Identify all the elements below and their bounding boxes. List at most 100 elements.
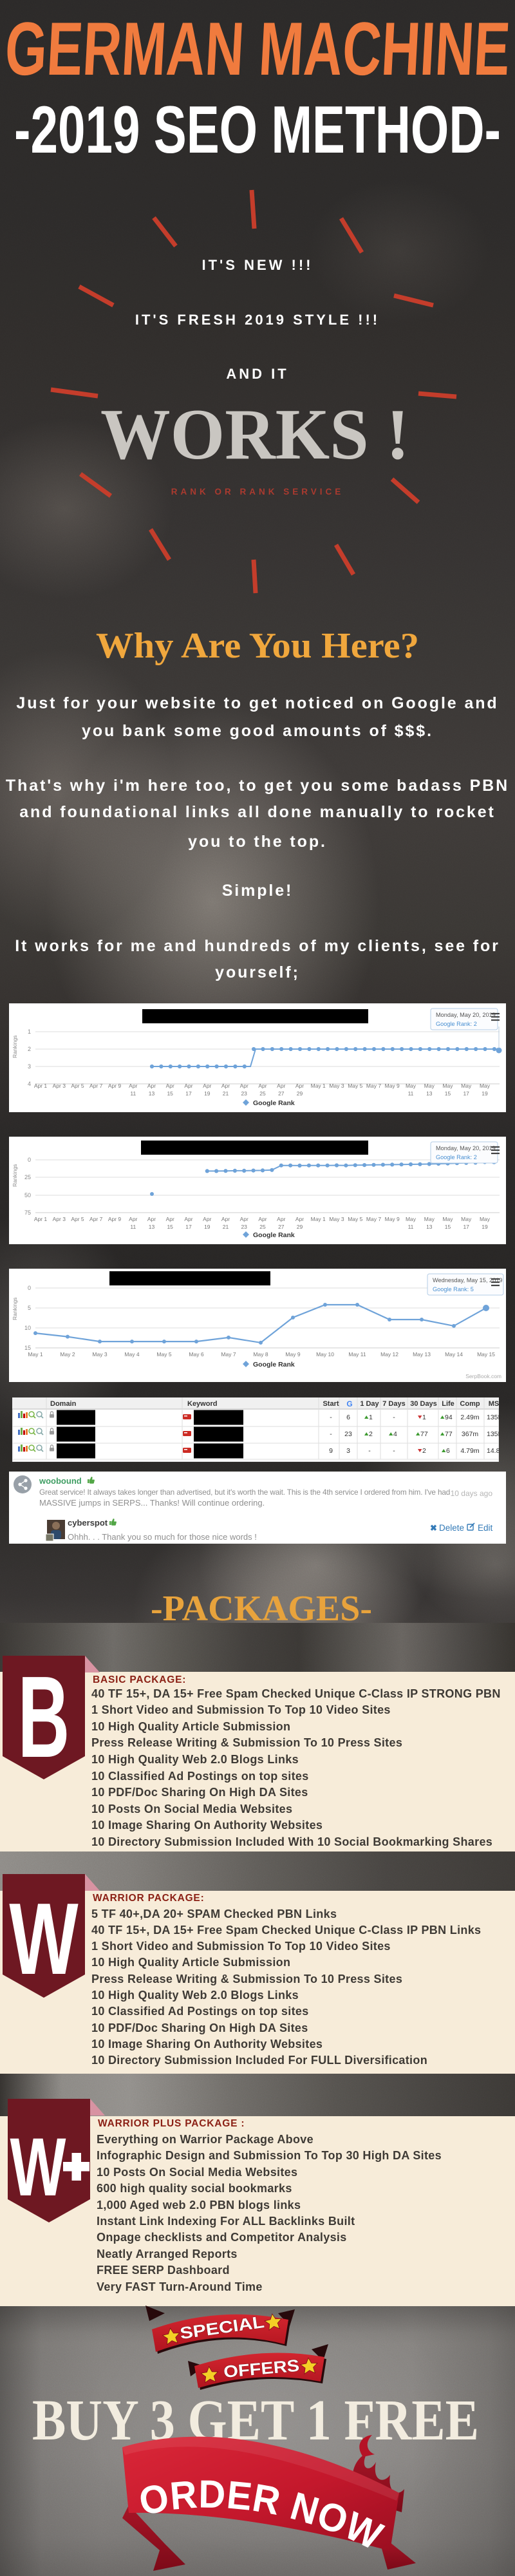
svg-text:Google Rank: 2: Google Rank: 2 bbox=[436, 1154, 477, 1160]
svg-text:Apr: Apr bbox=[277, 1216, 285, 1222]
svg-text:6: 6 bbox=[446, 1447, 450, 1455]
svg-text:50: 50 bbox=[24, 1192, 31, 1198]
svg-text:5: 5 bbox=[28, 1305, 31, 1311]
svg-text:Comp: Comp bbox=[460, 1400, 480, 1408]
svg-text:15: 15 bbox=[167, 1224, 173, 1230]
svg-text:W: W bbox=[10, 2121, 67, 2213]
svg-text:17: 17 bbox=[463, 1224, 469, 1230]
svg-text:21: 21 bbox=[223, 1224, 229, 1230]
svg-text:Domain: Domain bbox=[50, 1400, 77, 1408]
svg-text:Google Rank: Google Rank bbox=[253, 1361, 295, 1368]
svg-text:Delete: Delete bbox=[439, 1523, 464, 1533]
svg-text:19: 19 bbox=[204, 1224, 211, 1230]
svg-text:77: 77 bbox=[445, 1430, 453, 1438]
svg-text:Apr: Apr bbox=[295, 1083, 304, 1089]
svg-text:94: 94 bbox=[445, 1414, 453, 1421]
svg-text:9: 9 bbox=[329, 1447, 333, 1455]
svg-text:2: 2 bbox=[28, 1046, 31, 1052]
svg-text:GERMAN MACHINE: GERMAN MACHINE bbox=[3, 6, 512, 91]
svg-text:May: May bbox=[406, 1216, 417, 1222]
svg-text:11: 11 bbox=[130, 1090, 136, 1097]
svg-text:-: - bbox=[393, 1414, 395, 1421]
svg-text:Apr: Apr bbox=[258, 1083, 267, 1089]
svg-text:13: 13 bbox=[426, 1090, 433, 1097]
svg-text:May: May bbox=[406, 1083, 417, 1089]
svg-text:-: - bbox=[330, 1430, 332, 1438]
svg-text:15: 15 bbox=[24, 1345, 31, 1351]
svg-text:13: 13 bbox=[426, 1224, 433, 1230]
svg-text:May 5: May 5 bbox=[348, 1083, 362, 1089]
svg-text:2: 2 bbox=[422, 1447, 426, 1455]
svg-text:May 2: May 2 bbox=[60, 1351, 75, 1358]
svg-text:Google Rank: Google Rank bbox=[253, 1231, 295, 1239]
svg-text:Apr: Apr bbox=[203, 1216, 211, 1222]
svg-text:77: 77 bbox=[420, 1430, 428, 1438]
svg-text:✖: ✖ bbox=[430, 1523, 437, 1533]
svg-text:-2019 SEO METHOD-: -2019 SEO METHOD- bbox=[14, 93, 501, 161]
svg-text:Apr: Apr bbox=[147, 1083, 156, 1089]
svg-text:May 13: May 13 bbox=[413, 1351, 431, 1358]
svg-text:15: 15 bbox=[445, 1224, 451, 1230]
svg-text:MASSIVE jumps in SERPS... Than: MASSIVE jumps in SERPS... Thanks! Will c… bbox=[39, 1498, 265, 1508]
svg-text:Rankings: Rankings bbox=[12, 1298, 18, 1320]
svg-text:Start: Start bbox=[323, 1400, 339, 1408]
svg-text:May 5: May 5 bbox=[156, 1351, 171, 1358]
svg-text:Apr 5: Apr 5 bbox=[71, 1083, 84, 1089]
svg-text:Wednesday, May 15, 2019: Wednesday, May 15, 2019 bbox=[433, 1277, 502, 1283]
svg-text:17: 17 bbox=[185, 1224, 192, 1230]
svg-text:MS: MS bbox=[489, 1400, 499, 1408]
svg-text:May 7: May 7 bbox=[221, 1351, 236, 1358]
svg-text:BUY 3 GET 1 FREE: BUY 3 GET 1 FREE bbox=[32, 2389, 479, 2452]
svg-text:May 1: May 1 bbox=[28, 1351, 42, 1358]
svg-text:May 1: May 1 bbox=[311, 1083, 326, 1089]
svg-text:15: 15 bbox=[445, 1090, 451, 1097]
svg-text:3: 3 bbox=[346, 1447, 350, 1455]
svg-text:0: 0 bbox=[28, 1157, 31, 1163]
svg-text:May 7: May 7 bbox=[366, 1216, 381, 1222]
svg-text:14.8: 14.8 bbox=[487, 1447, 499, 1455]
svg-text:Rankings: Rankings bbox=[12, 1164, 18, 1187]
svg-text:Apr: Apr bbox=[240, 1083, 248, 1089]
svg-text:May: May bbox=[442, 1083, 453, 1089]
svg-text:May 3: May 3 bbox=[92, 1351, 107, 1358]
svg-text:4: 4 bbox=[28, 1081, 31, 1087]
svg-text:13: 13 bbox=[149, 1224, 155, 1230]
svg-text:May 3: May 3 bbox=[329, 1216, 344, 1222]
svg-text:0: 0 bbox=[28, 1285, 31, 1291]
svg-text:May 14: May 14 bbox=[445, 1351, 463, 1358]
svg-text:Apr 3: Apr 3 bbox=[53, 1216, 66, 1222]
svg-text:Apr 7: Apr 7 bbox=[89, 1216, 103, 1222]
svg-text:30 Days: 30 Days bbox=[410, 1400, 437, 1408]
svg-text:1: 1 bbox=[369, 1414, 373, 1421]
svg-text:May 11: May 11 bbox=[348, 1351, 366, 1358]
svg-text:75: 75 bbox=[24, 1209, 31, 1216]
svg-text:Apr 9: Apr 9 bbox=[108, 1083, 122, 1089]
svg-text:Google Rank: Google Rank bbox=[253, 1099, 295, 1107]
svg-text:May 15: May 15 bbox=[477, 1351, 495, 1358]
svg-text:Rankings: Rankings bbox=[12, 1036, 18, 1058]
svg-text:11: 11 bbox=[408, 1224, 414, 1230]
svg-text:25: 25 bbox=[259, 1224, 266, 1230]
svg-text:21: 21 bbox=[223, 1090, 229, 1097]
svg-text:135K: 135K bbox=[487, 1414, 499, 1421]
svg-text:May 9: May 9 bbox=[385, 1216, 400, 1222]
svg-text:May: May bbox=[461, 1083, 472, 1089]
svg-text:May: May bbox=[480, 1216, 491, 1222]
svg-text:27: 27 bbox=[278, 1224, 285, 1230]
svg-text:Apr: Apr bbox=[166, 1083, 174, 1089]
svg-text:-: - bbox=[368, 1447, 371, 1455]
svg-text:May 5: May 5 bbox=[348, 1216, 362, 1222]
svg-text:W: W bbox=[9, 1882, 78, 1996]
svg-text:May: May bbox=[442, 1216, 453, 1222]
svg-text:1 Day: 1 Day bbox=[360, 1400, 379, 1408]
svg-text:Apr: Apr bbox=[184, 1083, 192, 1089]
svg-text:Life: Life bbox=[442, 1400, 454, 1408]
svg-text:4: 4 bbox=[393, 1430, 397, 1438]
svg-text:23: 23 bbox=[241, 1224, 247, 1230]
svg-text:1: 1 bbox=[422, 1414, 426, 1421]
svg-text:27: 27 bbox=[278, 1090, 285, 1097]
svg-text:3: 3 bbox=[28, 1063, 31, 1070]
svg-text:19: 19 bbox=[482, 1090, 488, 1097]
svg-text:23: 23 bbox=[241, 1090, 247, 1097]
svg-text:Monday, May 20, 2019: Monday, May 20, 2019 bbox=[436, 1012, 496, 1018]
